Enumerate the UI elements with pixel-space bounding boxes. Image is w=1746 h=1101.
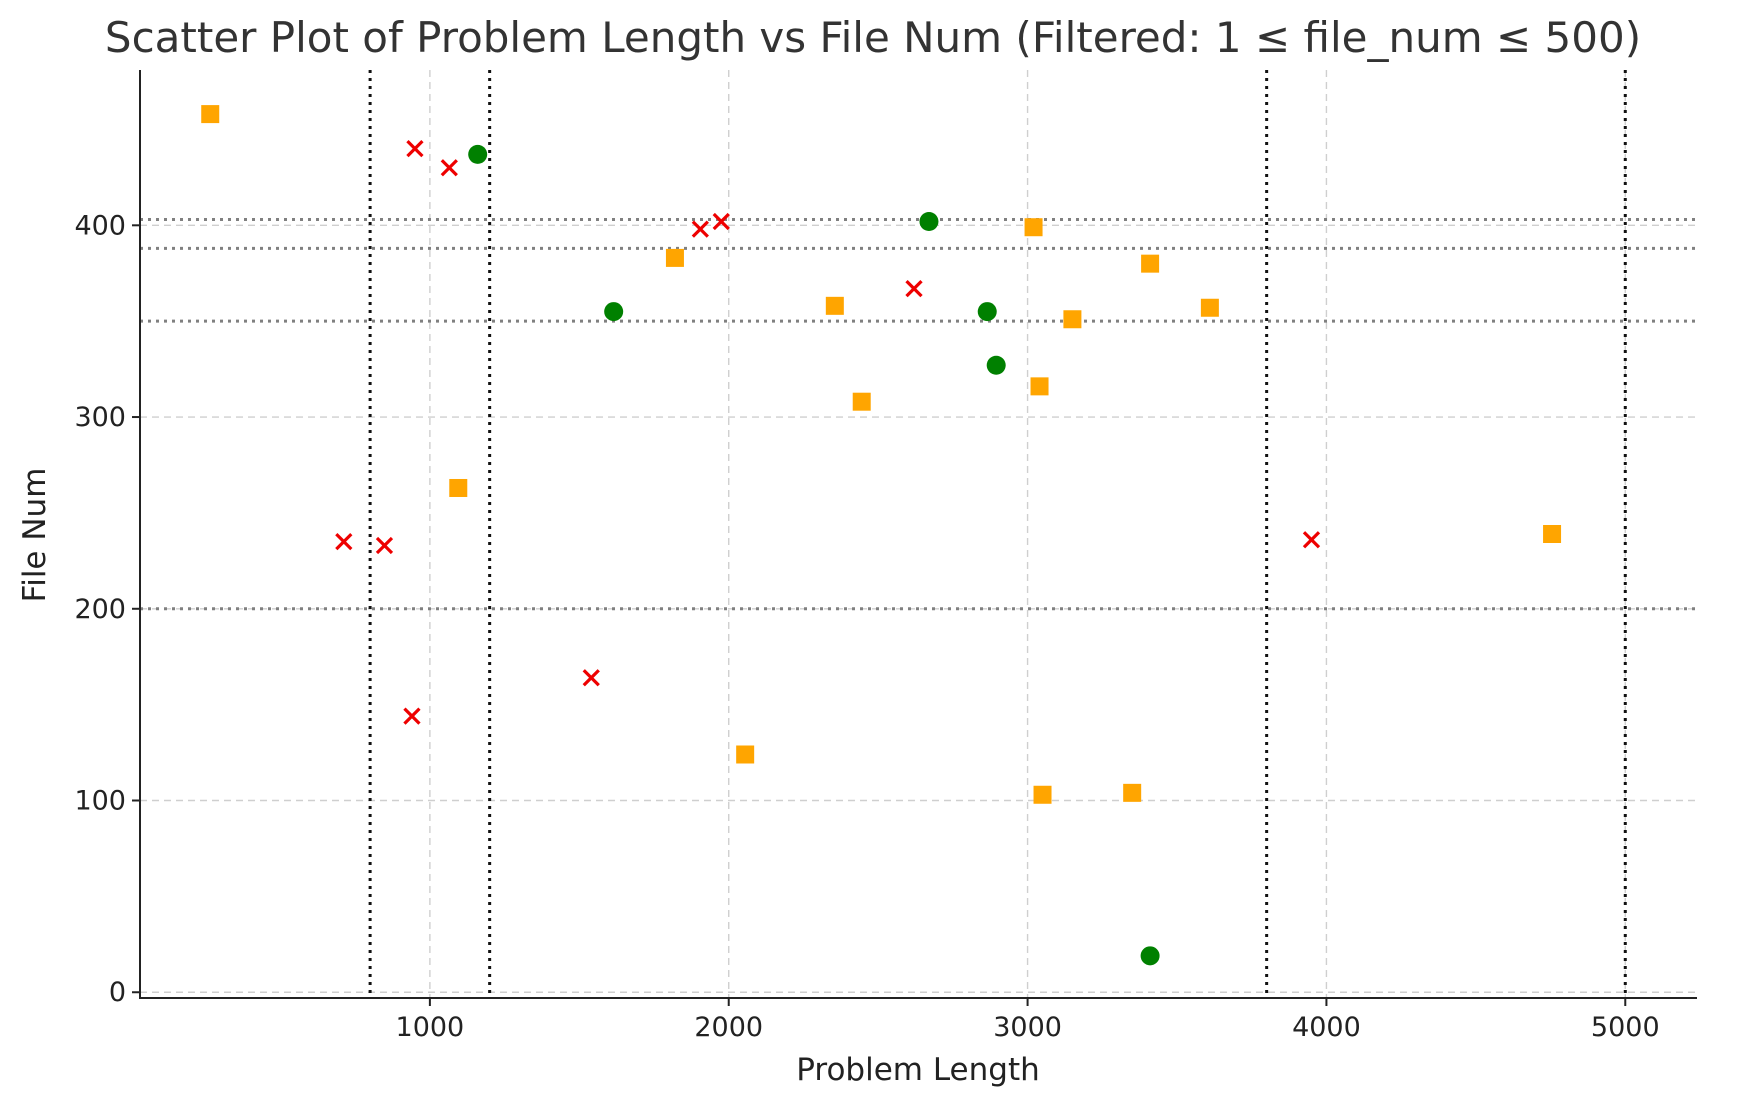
- cross-stroke: [375, 536, 394, 555]
- y-tick-label: 300: [74, 402, 126, 433]
- cross-point: [440, 159, 458, 177]
- cross-point: [1302, 531, 1321, 549]
- cross-point: [403, 707, 421, 725]
- square-point: [852, 392, 871, 411]
- cross-point: [335, 533, 353, 551]
- circle-point: [977, 302, 997, 322]
- x-tick-label: 3000: [993, 1012, 1062, 1043]
- axes: [139, 70, 1697, 999]
- square-point: [1543, 525, 1562, 543]
- square-point: [1033, 785, 1052, 804]
- circle-point: [468, 144, 488, 164]
- cross-stroke: [440, 159, 458, 177]
- x-tick-label: 4000: [1292, 1012, 1361, 1043]
- square-point: [1200, 298, 1219, 317]
- y-tick-label: 100: [74, 786, 126, 817]
- cross-stroke: [403, 707, 421, 725]
- square-point: [1030, 377, 1049, 396]
- x-axis-label: Problem Length: [796, 1052, 1040, 1088]
- cross-stroke: [1302, 531, 1321, 549]
- square-point: [449, 478, 468, 497]
- square-point: [201, 105, 220, 124]
- y-tick-label: 400: [74, 210, 126, 241]
- cross-point: [406, 139, 424, 158]
- cross-stroke: [905, 279, 923, 298]
- square-point: [1141, 254, 1160, 273]
- circle-point: [919, 211, 939, 231]
- reference-lines: [140, 70, 1697, 998]
- cross-point: [375, 536, 394, 555]
- cross-point: [691, 220, 709, 238]
- square-point: [1024, 218, 1043, 237]
- square-point: [825, 296, 844, 315]
- cross-stroke: [712, 212, 730, 231]
- cross-stroke: [582, 669, 600, 687]
- x-tick-label: 5000: [1591, 1012, 1660, 1043]
- ticks: 1000 2000 3000 4000 5000 0 100 200 300 400: [74, 210, 1659, 1043]
- x-tick-label: 1000: [396, 1012, 465, 1043]
- cross-point: [905, 279, 923, 298]
- cross-point: [582, 669, 600, 687]
- cross-point: [712, 212, 730, 231]
- y-tick-label: 0: [109, 977, 126, 1008]
- chart-title: Scatter Plot of Problem Length vs File N…: [105, 13, 1641, 62]
- data-points: [201, 105, 1562, 966]
- grid: [140, 70, 1697, 998]
- cross-stroke: [335, 533, 353, 551]
- y-tick-label: 200: [74, 594, 126, 625]
- y-axis-label: File Num: [17, 468, 53, 603]
- x-tick-label: 2000: [694, 1012, 763, 1043]
- circle-point: [986, 355, 1006, 375]
- circle-point: [1140, 946, 1160, 966]
- square-point: [1123, 783, 1142, 802]
- square-point: [736, 745, 755, 764]
- square-point: [1063, 310, 1082, 329]
- cross-stroke: [406, 139, 424, 158]
- cross-stroke: [691, 220, 709, 238]
- circle-point: [604, 302, 624, 322]
- square-point: [665, 248, 684, 267]
